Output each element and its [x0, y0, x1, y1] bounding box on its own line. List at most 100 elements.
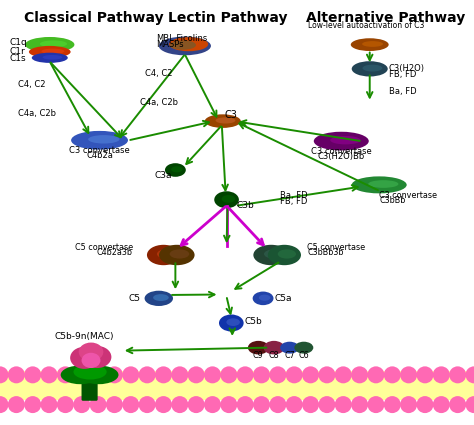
- Text: C3bBb: C3bBb: [379, 196, 406, 205]
- Ellipse shape: [253, 292, 273, 305]
- Text: C4, C2: C4, C2: [18, 80, 46, 90]
- Text: FB, FD: FB, FD: [389, 70, 416, 79]
- Ellipse shape: [352, 61, 388, 76]
- Ellipse shape: [171, 166, 182, 173]
- Text: C3(H2O): C3(H2O): [389, 63, 425, 73]
- Ellipse shape: [73, 396, 90, 413]
- Ellipse shape: [465, 396, 474, 413]
- Ellipse shape: [57, 396, 74, 413]
- Ellipse shape: [248, 341, 269, 354]
- Ellipse shape: [400, 366, 417, 383]
- Ellipse shape: [286, 396, 303, 413]
- Text: C3 convertase: C3 convertase: [379, 190, 437, 200]
- Ellipse shape: [61, 366, 100, 384]
- Ellipse shape: [57, 366, 74, 383]
- Ellipse shape: [90, 396, 107, 413]
- Ellipse shape: [79, 343, 103, 361]
- Text: C3: C3: [224, 110, 237, 120]
- Ellipse shape: [269, 366, 286, 383]
- Text: Alternative Pathway: Alternative Pathway: [306, 11, 465, 25]
- Ellipse shape: [219, 314, 244, 332]
- Text: FB, FD: FB, FD: [280, 197, 307, 206]
- Ellipse shape: [363, 65, 383, 71]
- Text: C5 convertase: C5 convertase: [307, 243, 365, 252]
- Bar: [0, 371, 474, 400]
- Ellipse shape: [449, 366, 466, 383]
- Text: C4a, C2b: C4a, C2b: [18, 109, 56, 118]
- Text: C5b-9n(MAC): C5b-9n(MAC): [55, 332, 114, 341]
- Ellipse shape: [73, 364, 107, 380]
- Ellipse shape: [253, 366, 270, 383]
- Ellipse shape: [433, 366, 450, 383]
- Text: C5b: C5b: [244, 317, 262, 326]
- Ellipse shape: [286, 366, 303, 383]
- Text: C5 convertase: C5 convertase: [74, 243, 133, 252]
- Text: Ba, FD: Ba, FD: [280, 191, 307, 200]
- Ellipse shape: [465, 366, 474, 383]
- Text: C1q: C1q: [9, 38, 27, 47]
- Ellipse shape: [368, 180, 399, 188]
- Text: C7: C7: [284, 351, 295, 360]
- Ellipse shape: [145, 291, 173, 306]
- Ellipse shape: [8, 396, 25, 413]
- Ellipse shape: [88, 135, 119, 144]
- Ellipse shape: [188, 396, 205, 413]
- Ellipse shape: [25, 37, 74, 52]
- Ellipse shape: [159, 37, 211, 55]
- Ellipse shape: [171, 366, 188, 383]
- Ellipse shape: [400, 396, 417, 413]
- Text: C3 convertase: C3 convertase: [69, 146, 130, 155]
- Ellipse shape: [8, 366, 25, 383]
- Ellipse shape: [280, 342, 299, 354]
- Ellipse shape: [43, 55, 63, 60]
- Ellipse shape: [268, 245, 301, 265]
- Text: C5a: C5a: [274, 294, 292, 303]
- Ellipse shape: [122, 366, 139, 383]
- Ellipse shape: [32, 53, 68, 63]
- Ellipse shape: [302, 396, 319, 413]
- Ellipse shape: [106, 366, 123, 383]
- Ellipse shape: [138, 396, 155, 413]
- Ellipse shape: [227, 318, 240, 326]
- Ellipse shape: [351, 396, 368, 413]
- Ellipse shape: [216, 117, 236, 124]
- Ellipse shape: [71, 131, 128, 150]
- Ellipse shape: [106, 396, 123, 413]
- Ellipse shape: [165, 163, 186, 177]
- Text: Ba, FD: Ba, FD: [389, 87, 416, 96]
- Text: MASPs: MASPs: [156, 40, 184, 49]
- Ellipse shape: [259, 295, 270, 301]
- Ellipse shape: [169, 37, 208, 51]
- Text: C4b2a: C4b2a: [86, 151, 113, 161]
- Ellipse shape: [264, 249, 283, 258]
- Ellipse shape: [155, 396, 172, 413]
- Ellipse shape: [40, 40, 67, 47]
- Ellipse shape: [214, 191, 239, 208]
- Ellipse shape: [40, 366, 57, 383]
- Ellipse shape: [352, 176, 407, 193]
- Text: C1s: C1s: [9, 54, 26, 63]
- Text: C5: C5: [128, 294, 140, 303]
- Ellipse shape: [351, 366, 368, 383]
- FancyBboxPatch shape: [82, 368, 98, 401]
- Ellipse shape: [362, 41, 383, 47]
- Ellipse shape: [24, 396, 41, 413]
- Ellipse shape: [433, 396, 450, 413]
- Text: Low-level autoactivation of C3: Low-level autoactivation of C3: [308, 21, 425, 30]
- Ellipse shape: [335, 366, 352, 383]
- Ellipse shape: [159, 245, 194, 265]
- Ellipse shape: [204, 396, 221, 413]
- Ellipse shape: [314, 132, 369, 150]
- Ellipse shape: [253, 396, 270, 413]
- Ellipse shape: [157, 249, 175, 258]
- Text: C3b: C3b: [236, 201, 254, 210]
- Ellipse shape: [188, 366, 205, 383]
- Ellipse shape: [417, 366, 434, 383]
- Ellipse shape: [0, 396, 9, 413]
- Ellipse shape: [41, 48, 64, 54]
- Ellipse shape: [253, 245, 289, 265]
- Ellipse shape: [205, 114, 241, 128]
- Ellipse shape: [237, 366, 254, 383]
- Ellipse shape: [319, 366, 336, 383]
- Ellipse shape: [82, 353, 100, 368]
